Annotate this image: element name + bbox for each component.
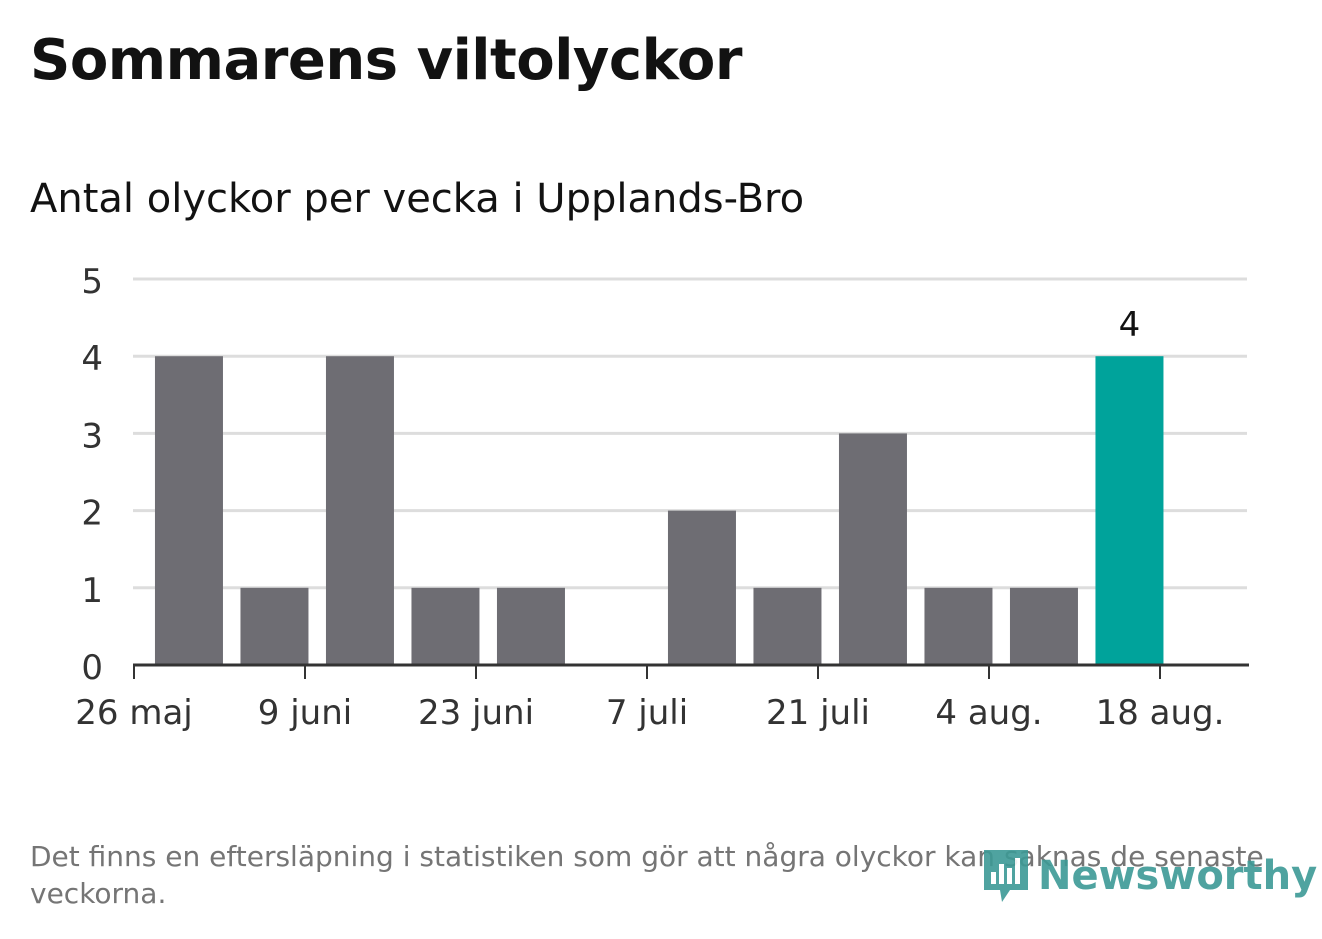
y-tick-label: 0 bbox=[81, 648, 103, 688]
y-tick-label: 2 bbox=[81, 494, 103, 534]
data-label: 4 bbox=[1119, 305, 1141, 345]
bar bbox=[753, 587, 822, 665]
data-labels: 4 bbox=[1119, 305, 1141, 345]
bar bbox=[1009, 587, 1078, 665]
chart-subtitle: Antal olyckor per vecka i Upplands-Bro bbox=[30, 176, 805, 222]
x-tick-label: 26 maj bbox=[75, 693, 192, 733]
brand-name: Newsworthy bbox=[1038, 853, 1318, 899]
y-tick-label: 1 bbox=[81, 571, 103, 611]
bars bbox=[154, 356, 1164, 665]
bar bbox=[667, 510, 736, 665]
x-axis-ticks: 26 maj 9 juni 23 juni 7 juli 21 juli 4 aug. 18… bbox=[75, 665, 1224, 733]
footnote: Det finns en eftersläpning i statistiken… bbox=[30, 840, 1264, 910]
x-tick-label: 9 juni bbox=[258, 693, 352, 733]
x-tick-label: 4 aug. bbox=[935, 693, 1042, 733]
bar-chart-speech-bubble-icon bbox=[984, 850, 1028, 902]
bar bbox=[838, 433, 907, 665]
bar-chart: 0 1 2 3 4 5 26 maj 9 juni 23 juni 7 juli 21 juli 4… bbox=[75, 262, 1249, 733]
y-tick-label: 4 bbox=[81, 339, 103, 379]
x-tick-label: 23 juni bbox=[418, 693, 534, 733]
bar bbox=[1095, 356, 1164, 665]
bar bbox=[325, 356, 394, 665]
brand-logo: Newsworthy bbox=[980, 846, 1317, 906]
y-tick-label: 5 bbox=[81, 262, 103, 302]
x-tick-label: 21 juli bbox=[766, 693, 870, 733]
bar bbox=[154, 356, 223, 665]
y-axis-ticks: 0 1 2 3 4 5 bbox=[81, 262, 103, 688]
x-tick-label: 18 aug. bbox=[1096, 693, 1225, 733]
bar bbox=[924, 587, 993, 665]
bar bbox=[240, 587, 309, 665]
bar bbox=[496, 587, 565, 665]
chart-title: Sommarens viltolyckor bbox=[30, 28, 742, 93]
bar bbox=[411, 587, 480, 665]
y-tick-label: 3 bbox=[81, 416, 103, 456]
x-tick-label: 7 juli bbox=[606, 693, 688, 733]
